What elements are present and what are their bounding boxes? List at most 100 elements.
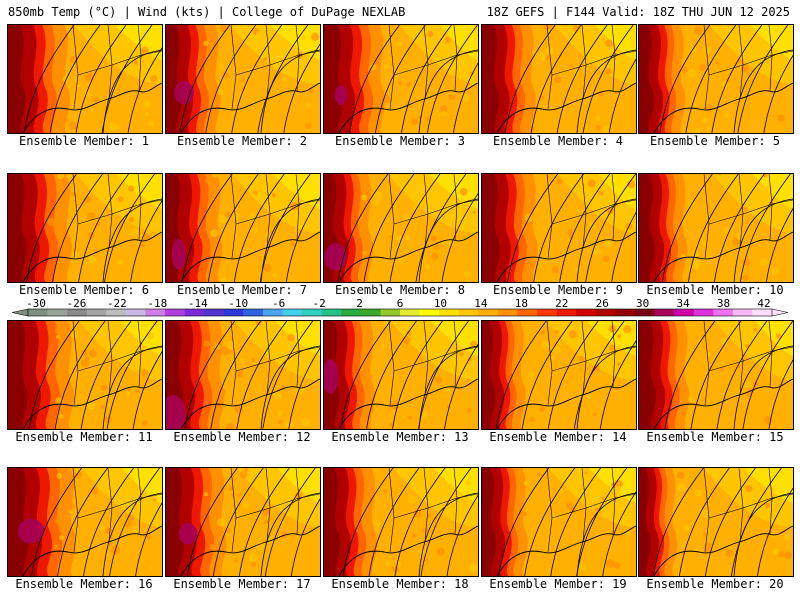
ensemble-member-label: Ensemble Member: 14	[489, 430, 627, 444]
ensemble-member-label: Ensemble Member: 6	[18, 283, 150, 297]
colorbar-swatch	[47, 309, 68, 316]
ensemble-member-label: Ensemble Member: 9	[492, 283, 624, 297]
map-title: 850mb Temp (°C) | Wind (kts) | College o…	[8, 5, 406, 19]
valid-time: 18Z GEFS | F144 Valid: 18Z THU JUN 12 20…	[486, 5, 790, 19]
colorbar-swatch	[380, 309, 401, 316]
ensemble-map-panel	[323, 24, 479, 134]
colorbar-swatch	[165, 309, 186, 316]
ensemble-map-panel	[323, 320, 479, 430]
temperature-colorbar: -30 -26 -22 -18 -14 -10 -6 -2 2 6 10 14 18 22 26 30 34 38…	[11, 297, 789, 317]
colorbar-tick-label: -2	[312, 297, 325, 310]
colorbar-tick-label: 38	[717, 297, 730, 310]
ensemble-map-panel	[7, 173, 163, 283]
ensemble-member-label: Ensemble Member: 3	[334, 134, 466, 148]
colorbar-tick-label: 14	[474, 297, 488, 310]
colorbar-swatch	[713, 309, 734, 316]
ensemble-member-label: Ensemble Member: 2	[176, 134, 308, 148]
ensemble-map-panel	[165, 173, 321, 283]
colorbar-tick-label: 42	[757, 297, 770, 310]
colorbar-swatch	[439, 309, 460, 316]
ensemble-map-panel	[7, 320, 163, 430]
colorbar-tick-label: 18	[515, 297, 528, 310]
colorbar-tick-label: -10	[228, 297, 248, 310]
colorbar-swatch	[400, 309, 420, 316]
colorbar-tick-label: -26	[67, 297, 87, 310]
ensemble-map-panel	[481, 24, 637, 134]
temperature-field-map	[166, 321, 320, 429]
colorbar-tick-label: 2	[356, 297, 363, 310]
colorbar-tick-label: 34	[676, 297, 690, 310]
colorbar-tick-label: -22	[107, 297, 127, 310]
temperature-field-map	[639, 468, 793, 576]
temperature-field-map	[482, 468, 636, 576]
ensemble-map-panel	[7, 467, 163, 577]
colorbar-swatch	[537, 309, 558, 316]
colorbar-swatch	[184, 309, 205, 316]
ensemble-member-label: Ensemble Member: 19	[489, 577, 627, 591]
temperature-field-map	[324, 468, 478, 576]
colorbar-swatch	[458, 309, 479, 316]
colorbar-tick-label: -18	[147, 297, 167, 310]
temperature-field-map	[166, 25, 320, 133]
ensemble-member-label: Ensemble Member: 17	[173, 577, 311, 591]
colorbar-tick-label: -6	[272, 297, 285, 310]
ensemble-map-panel	[165, 24, 321, 134]
colorbar-swatch	[556, 309, 577, 316]
ensemble-member-label: Ensemble Member: 1	[18, 134, 150, 148]
temperature-field-map	[8, 321, 162, 429]
ensemble-map-panel	[323, 467, 479, 577]
ensemble-map-panel	[323, 173, 479, 283]
ensemble-member-label: Ensemble Member: 8	[334, 283, 466, 297]
colorbar-right-arrow	[771, 308, 789, 317]
ensemble-member-label: Ensemble Member: 20	[646, 577, 784, 591]
ensemble-map-panel	[638, 173, 794, 283]
ensemble-map-panel	[481, 173, 637, 283]
colorbar-swatch	[517, 309, 538, 316]
temperature-field-map	[8, 25, 162, 133]
colorbar-swatch	[654, 309, 675, 316]
colorbar-swatch	[634, 309, 655, 316]
temperature-field-map	[8, 468, 162, 576]
ensemble-map-panel	[638, 320, 794, 430]
temperature-field-map	[324, 174, 478, 282]
ensemble-member-label: Ensemble Member: 16	[15, 577, 153, 591]
ensemble-member-label: Ensemble Member: 12	[173, 430, 311, 444]
colorbar-swatch	[86, 309, 107, 316]
colorbar-swatch	[419, 309, 440, 316]
colorbar-swatch	[204, 309, 225, 316]
colorbar-swatch	[302, 309, 323, 316]
colorbar-swatch	[321, 309, 342, 316]
ensemble-member-label: Ensemble Member: 18	[331, 577, 469, 591]
temperature-field-map	[8, 174, 162, 282]
temperature-field-map	[324, 321, 478, 429]
ensemble-map-panel	[481, 320, 637, 430]
colorbar-swatch	[125, 309, 146, 316]
ensemble-map-panel	[165, 320, 321, 430]
temperature-field-map	[482, 174, 636, 282]
colorbar-tick-label: 30	[636, 297, 649, 310]
ensemble-map-panel	[638, 24, 794, 134]
colorbar-tick-label: 26	[596, 297, 609, 310]
temperature-field-map	[639, 174, 793, 282]
colorbar-swatch	[752, 309, 773, 316]
colorbar-swatch	[478, 309, 499, 316]
colorbar-swatch	[497, 309, 518, 316]
temperature-field-map	[639, 321, 793, 429]
ensemble-member-label: Ensemble Member: 10	[646, 283, 784, 297]
colorbar-swatch	[282, 309, 303, 316]
ensemble-member-label: Ensemble Member: 11	[15, 430, 153, 444]
colorbar-swatch	[674, 309, 695, 316]
colorbar-swatch	[262, 309, 283, 316]
ensemble-map-panel	[165, 467, 321, 577]
temperature-field-map	[324, 25, 478, 133]
colorbar-swatch	[223, 309, 244, 316]
ensemble-map-panel	[7, 24, 163, 134]
colorbar-swatch	[576, 309, 597, 316]
colorbar-tick-label: 22	[555, 297, 568, 310]
colorbar-swatch	[693, 309, 714, 316]
colorbar-swatch	[145, 309, 166, 316]
colorbar-swatch	[106, 309, 127, 316]
ensemble-member-label: Ensemble Member: 15	[646, 430, 784, 444]
colorbar-swatch	[341, 309, 362, 316]
colorbar-swatch	[67, 309, 88, 316]
